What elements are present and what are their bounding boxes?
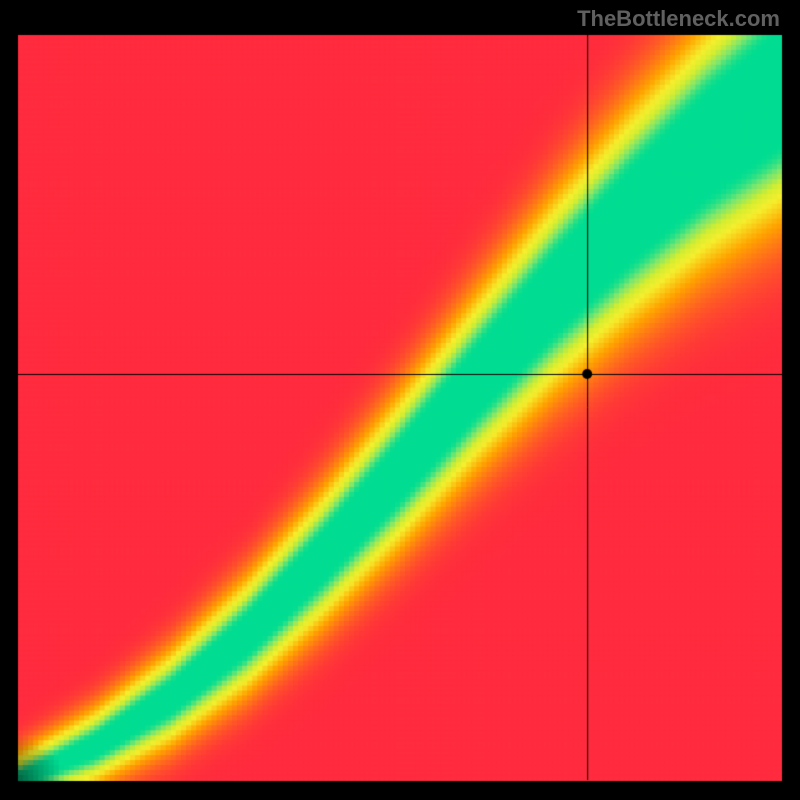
bottleneck-heatmap [0,0,800,800]
watermark-text: TheBottleneck.com [577,6,780,32]
chart-container: TheBottleneck.com [0,0,800,800]
